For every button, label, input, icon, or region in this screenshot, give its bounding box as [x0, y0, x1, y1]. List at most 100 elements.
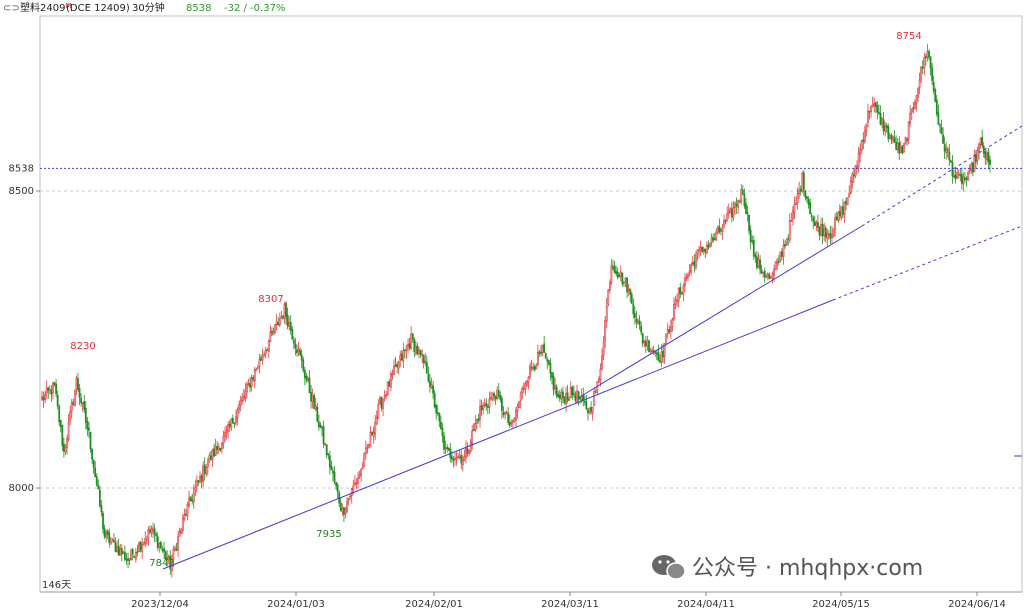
- candle-body: [835, 216, 838, 220]
- candle-body: [122, 551, 125, 554]
- candle-body: [468, 449, 470, 455]
- candle-body: [867, 110, 869, 124]
- candle-body: [172, 548, 175, 560]
- candle-body: [712, 237, 715, 241]
- candle-body: [663, 344, 666, 357]
- candle-body: [188, 497, 190, 507]
- candle-body: [644, 341, 647, 347]
- candle-body: [695, 255, 697, 268]
- candle-body: [885, 125, 888, 129]
- candle-body: [530, 366, 533, 369]
- candle-body: [494, 396, 497, 400]
- candle-body: [164, 551, 167, 560]
- candle-body: [680, 292, 683, 295]
- candle-body: [702, 248, 705, 252]
- candle-body: [881, 118, 883, 125]
- candle-body: [402, 350, 405, 362]
- candle-body: [735, 204, 738, 206]
- candle-body: [582, 395, 585, 401]
- candle-body: [191, 499, 194, 502]
- candle-body: [569, 387, 572, 399]
- candle-body: [899, 147, 902, 153]
- candle-body: [962, 176, 965, 185]
- candle-body: [217, 446, 220, 451]
- candle-body: [314, 405, 317, 410]
- candle-body: [58, 405, 61, 423]
- candle-body: [138, 542, 140, 552]
- candle-body: [985, 152, 988, 160]
- day-count-label: 146天: [42, 580, 71, 591]
- candle-body: [117, 545, 120, 556]
- candle-body: [949, 160, 952, 163]
- candle-body: [55, 383, 57, 394]
- candle-body: [901, 145, 904, 154]
- candle-body: [829, 233, 832, 239]
- candle-body: [929, 56, 932, 69]
- candle-body: [738, 201, 741, 203]
- candle-body: [931, 67, 934, 82]
- candle-body: [887, 126, 890, 140]
- candle-body: [629, 288, 632, 295]
- candle-body: [613, 265, 616, 273]
- candle-body: [102, 512, 104, 530]
- candle-body: [871, 103, 874, 107]
- candle-body: [563, 396, 566, 403]
- candle-body: [648, 340, 650, 353]
- candle-body: [450, 456, 453, 460]
- candle-body: [665, 333, 668, 345]
- candle-body: [283, 304, 286, 320]
- candle-body: [61, 425, 64, 446]
- candle-body: [41, 396, 43, 400]
- candle-body: [878, 111, 880, 114]
- candle-body: [904, 137, 907, 144]
- x-tick-label: 2024/04/11: [677, 599, 735, 609]
- candle-body: [394, 364, 397, 367]
- candle-body: [155, 534, 158, 537]
- candle-body: [879, 113, 882, 125]
- candle-body: [128, 558, 131, 561]
- candle-body: [291, 328, 294, 340]
- candle-body: [882, 119, 885, 132]
- candle-body: [496, 389, 499, 399]
- candle-body: [788, 220, 791, 241]
- candle-body: [892, 135, 894, 141]
- candle-body: [440, 421, 442, 430]
- candle-body: [630, 294, 633, 304]
- candle-body: [482, 405, 485, 411]
- candle-body: [669, 327, 672, 332]
- candle-body: [618, 274, 621, 278]
- candle-body: [547, 360, 550, 365]
- candle-body: [934, 89, 937, 102]
- candle-body: [327, 453, 330, 456]
- candle-body: [804, 190, 807, 198]
- candle-body: [200, 475, 203, 481]
- candle-body: [303, 369, 306, 378]
- candle-body: [393, 365, 395, 376]
- candle-body: [335, 482, 337, 486]
- candle-body: [541, 344, 544, 353]
- candle-body: [682, 285, 685, 295]
- candle-body: [590, 407, 592, 412]
- candle-body: [197, 480, 200, 482]
- candle-body: [511, 420, 514, 423]
- candle-body: [784, 243, 786, 247]
- candle-body: [984, 151, 987, 159]
- candle-body: [793, 204, 796, 213]
- candle-body: [142, 541, 145, 546]
- candle-body: [350, 488, 353, 497]
- candle-body: [465, 447, 467, 458]
- candle-body: [477, 418, 480, 421]
- candle-body: [948, 151, 951, 161]
- candle-body: [286, 314, 289, 327]
- candle-body: [86, 421, 89, 430]
- candle-body: [300, 354, 303, 361]
- candle-body: [940, 127, 943, 134]
- candle-body: [551, 371, 553, 379]
- candle-body: [236, 409, 239, 419]
- current-price-line: 8538: [9, 163, 1022, 174]
- timeframe-label[interactable]: 30分钟: [132, 1, 165, 14]
- candle-body: [701, 246, 704, 253]
- candle-body: [862, 139, 865, 142]
- candle-body: [483, 403, 486, 406]
- candle-body: [540, 352, 542, 354]
